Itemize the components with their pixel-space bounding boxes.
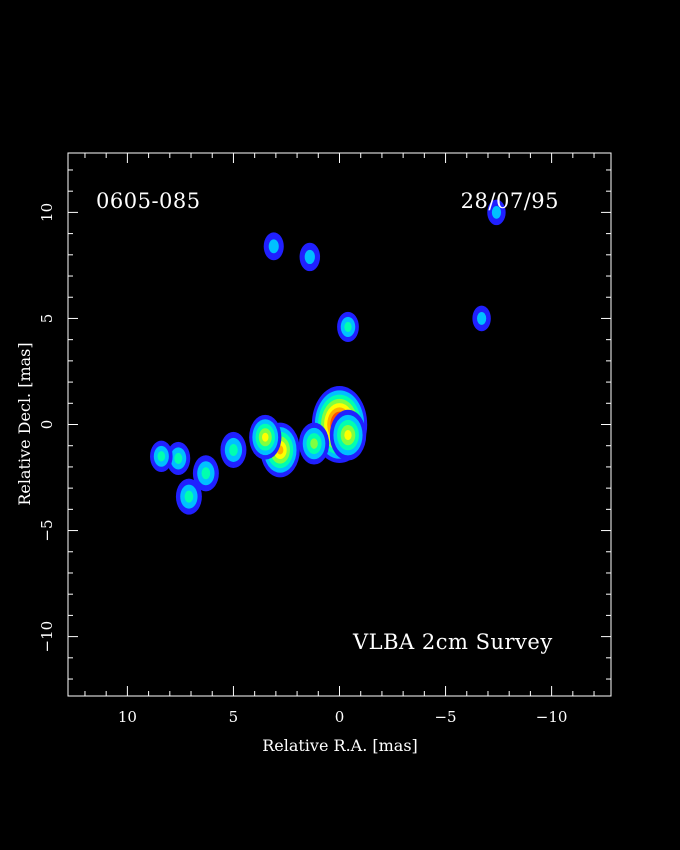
date-label: 28/07/95 (461, 189, 559, 213)
survey-label: VLBA 2cm Survey (352, 630, 553, 654)
intensity-level (262, 432, 269, 442)
emission-component (150, 440, 173, 473)
y-tick-label: 10 (38, 203, 56, 222)
emission-component (337, 311, 359, 343)
emission-component (472, 305, 491, 332)
emission-component (249, 414, 282, 460)
intensity-level (157, 451, 166, 462)
y-tick-label: −5 (38, 519, 56, 541)
tick-labels: 10 5 0 −5 −10 10 5 0 −5 −10 (38, 203, 567, 726)
x-tick-label: −10 (536, 708, 568, 726)
emission-component (192, 455, 219, 492)
intensity-level (174, 452, 183, 464)
y-axis-title: Relative Decl. [mas] (15, 342, 34, 505)
intensity-level (304, 249, 315, 265)
intensity-level (268, 239, 279, 254)
emission-component (166, 441, 191, 476)
emission-component (220, 431, 247, 468)
y-tick-label: −10 (38, 621, 56, 653)
x-tick-label: 10 (118, 708, 137, 726)
intensity-level (229, 443, 238, 456)
emission-component (263, 232, 284, 261)
intensity-level (491, 206, 502, 219)
y-tick-label: 0 (38, 420, 56, 430)
y-tick-label: 5 (38, 314, 56, 324)
x-tick-label: −5 (434, 708, 456, 726)
axis-ticks (68, 153, 611, 696)
intensity-level (344, 321, 352, 332)
intensity-map (150, 199, 506, 515)
intensity-level (184, 490, 194, 503)
intensity-level (201, 467, 211, 480)
intensity-level (344, 430, 352, 441)
x-axis-title: Relative R.A. [mas] (262, 736, 418, 755)
emission-component (298, 422, 330, 465)
emission-component (329, 409, 367, 461)
x-tick-label: 0 (335, 708, 345, 726)
emission-component (299, 242, 321, 272)
intensity-level (310, 438, 318, 449)
source-name-label: 0605-085 (96, 189, 201, 213)
x-tick-label: 5 (229, 708, 239, 726)
intensity-level (477, 312, 487, 325)
emission-component (175, 478, 202, 515)
emission-component (487, 199, 506, 226)
